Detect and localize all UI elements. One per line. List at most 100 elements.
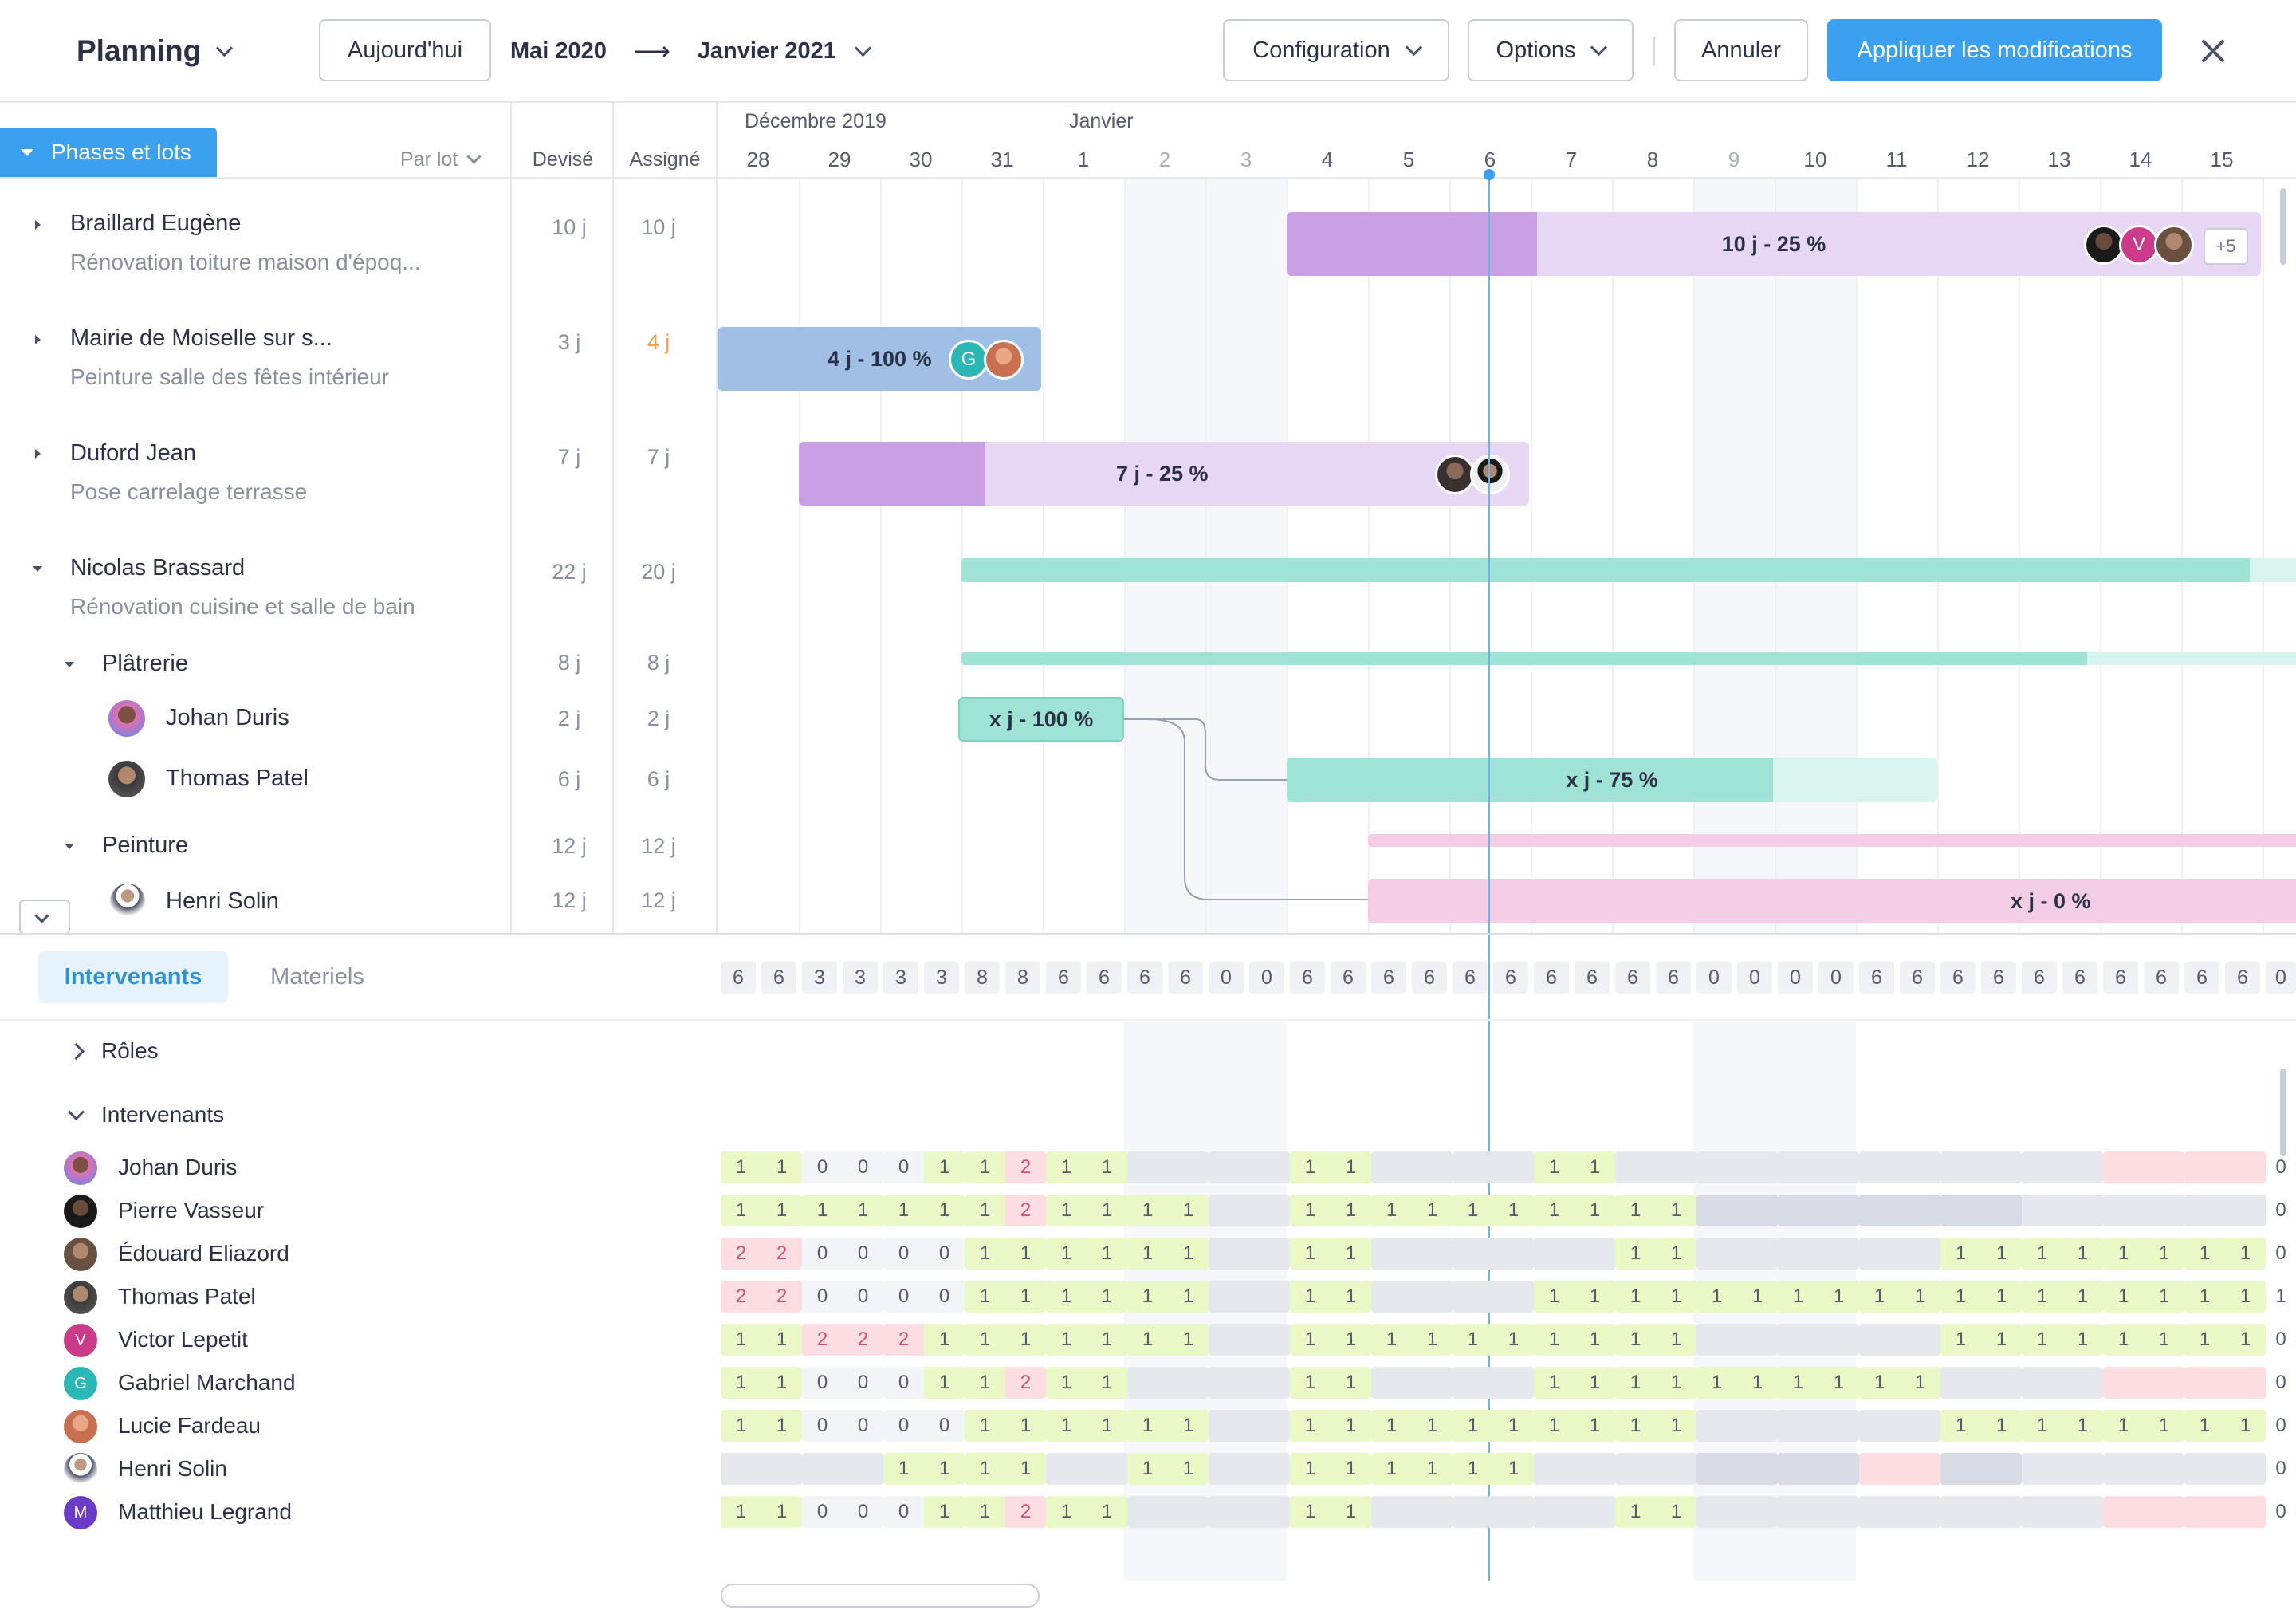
workload-cell[interactable] <box>721 1453 761 1485</box>
vertical-scrollbar[interactable] <box>2280 1069 2286 1156</box>
today-button[interactable]: Aujourd'hui <box>319 19 491 81</box>
workload-cell[interactable] <box>1696 1410 1737 1442</box>
workload-cell[interactable]: 1 <box>2184 1238 2225 1270</box>
workload-cell[interactable] <box>2103 1453 2144 1485</box>
workload-cell[interactable]: 1 <box>2022 1324 2062 1356</box>
workload-cell[interactable] <box>2022 1151 2062 1183</box>
workload-cell[interactable]: 1 <box>721 1496 761 1528</box>
workload-cell[interactable]: 1 <box>1656 1238 1696 1270</box>
workload-cell[interactable] <box>1940 1195 1981 1226</box>
workload-cell[interactable]: 1 <box>1696 1367 1737 1399</box>
apply-changes-button[interactable]: Appliquer les modifications <box>1827 19 2162 81</box>
workload-cell[interactable] <box>1249 1367 1290 1399</box>
workload-cell[interactable] <box>1940 1151 1981 1183</box>
workload-cell[interactable]: 1 <box>883 1195 924 1226</box>
workload-cell[interactable] <box>1209 1367 1249 1399</box>
horizontal-scrollbar[interactable] <box>721 1584 1040 1608</box>
workload-cell[interactable]: 1 <box>1331 1281 1371 1313</box>
workload-cell[interactable]: 1 <box>1046 1367 1087 1399</box>
workload-cell[interactable] <box>1778 1324 1818 1356</box>
workload-cell[interactable]: 1 <box>2103 1324 2144 1356</box>
avatar[interactable] <box>984 340 1024 380</box>
workload-cell[interactable] <box>2022 1453 2062 1485</box>
workload-cell[interactable]: 1 <box>1696 1281 1737 1313</box>
workload-cell[interactable] <box>1412 1367 1453 1399</box>
workload-cell[interactable]: 1 <box>1331 1195 1371 1226</box>
workload-cell[interactable] <box>1818 1410 1859 1442</box>
workload-cell[interactable]: 0 <box>843 1410 883 1442</box>
workload-cell[interactable]: 1 <box>1778 1367 1818 1399</box>
workload-cell[interactable] <box>2225 1195 2266 1226</box>
workload-cell[interactable]: 1 <box>1087 1410 1127 1442</box>
workload-cell[interactable]: 1 <box>2103 1238 2144 1270</box>
workload-cell[interactable] <box>1737 1151 1778 1183</box>
workload-cell[interactable] <box>1737 1238 1778 1270</box>
vertical-scrollbar[interactable] <box>2280 188 2286 265</box>
workload-cell[interactable]: 1 <box>2184 1410 2225 1442</box>
workload-cell[interactable]: 1 <box>2103 1281 2144 1313</box>
workload-cell[interactable]: 1 <box>761 1151 802 1183</box>
project-title[interactable]: Nicolas Brassard <box>70 555 246 581</box>
workload-cell[interactable]: 1 <box>1656 1410 1696 1442</box>
workload-cell[interactable]: 1 <box>965 1324 1005 1356</box>
workload-cell[interactable]: 1 <box>965 1151 1005 1183</box>
workload-cell[interactable]: 1 <box>2225 1324 2266 1356</box>
workload-cell[interactable] <box>1900 1410 1940 1442</box>
workload-cell[interactable]: 1 <box>1940 1410 1981 1442</box>
workload-cell[interactable]: 0 <box>802 1496 843 1528</box>
workload-cell[interactable]: 1 <box>1615 1367 1656 1399</box>
workload-cell[interactable] <box>1493 1496 1534 1528</box>
workload-cell[interactable] <box>1737 1324 1778 1356</box>
workload-cell[interactable]: 1 <box>1534 1367 1575 1399</box>
workload-cell[interactable]: 1 <box>802 1195 843 1226</box>
workload-cell[interactable] <box>2062 1496 2103 1528</box>
workload-cell[interactable] <box>1371 1496 1412 1528</box>
workload-cell[interactable] <box>1493 1367 1534 1399</box>
worker-name[interactable]: Johan Duris <box>118 1155 238 1179</box>
workload-cell[interactable] <box>1859 1151 1900 1183</box>
workload-cell[interactable] <box>1859 1195 1900 1226</box>
workload-cell[interactable]: 1 <box>1859 1281 1900 1313</box>
workload-cell[interactable] <box>1656 1453 1696 1485</box>
caret-down-icon[interactable] <box>65 844 74 849</box>
workload-cell[interactable]: 1 <box>1331 1324 1371 1356</box>
workload-cell[interactable] <box>1209 1195 1249 1226</box>
workload-cell[interactable] <box>1696 1324 1737 1356</box>
workload-cell[interactable]: 1 <box>2225 1410 2266 1442</box>
workload-cell[interactable]: 1 <box>761 1496 802 1528</box>
workload-cell[interactable]: 1 <box>924 1151 965 1183</box>
workload-cell[interactable]: 1 <box>2144 1324 2184 1356</box>
worker-name[interactable]: Édouard Eliazord <box>118 1241 289 1266</box>
workload-cell[interactable]: 0 <box>802 1151 843 1183</box>
workload-cell[interactable] <box>2062 1367 2103 1399</box>
workload-cell[interactable]: 0 <box>924 1281 965 1313</box>
workload-cell[interactable] <box>1981 1151 2022 1183</box>
workload-cell[interactable] <box>1818 1496 1859 1528</box>
workload-cell[interactable]: 1 <box>1005 1238 1046 1270</box>
workload-cell[interactable]: 1 <box>2062 1281 2103 1313</box>
workload-cell[interactable]: 0 <box>883 1281 924 1313</box>
workload-cell[interactable]: 2 <box>721 1281 761 1313</box>
workload-cell[interactable] <box>1859 1453 1900 1485</box>
workload-cell[interactable] <box>1859 1238 1900 1270</box>
workload-cell[interactable]: 1 <box>1290 1281 1331 1313</box>
workload-cell[interactable] <box>1493 1238 1534 1270</box>
workload-cell[interactable] <box>1168 1496 1209 1528</box>
workload-cell[interactable]: 1 <box>1290 1410 1331 1442</box>
gantt-bar[interactable]: 7 j - 25 % <box>799 442 1529 506</box>
workload-cell[interactable] <box>2103 1195 2144 1226</box>
workload-cell[interactable] <box>1778 1496 1818 1528</box>
workload-cell[interactable]: 1 <box>1453 1324 1493 1356</box>
workload-cell[interactable] <box>1371 1238 1412 1270</box>
workload-cell[interactable]: 1 <box>1087 1151 1127 1183</box>
workload-cell[interactable] <box>1249 1453 1290 1485</box>
workload-cell[interactable] <box>761 1453 802 1485</box>
workload-cell[interactable]: 2 <box>883 1324 924 1356</box>
gantt-bar[interactable]: x j - 100 % <box>958 697 1124 742</box>
workload-cell[interactable] <box>1168 1151 1209 1183</box>
workload-cell[interactable]: 0 <box>802 1281 843 1313</box>
workload-cell[interactable]: 2 <box>843 1324 883 1356</box>
workload-cell[interactable]: 1 <box>1331 1496 1371 1528</box>
workload-cell[interactable]: 1 <box>1656 1195 1696 1226</box>
workload-cell[interactable] <box>1818 1453 1859 1485</box>
